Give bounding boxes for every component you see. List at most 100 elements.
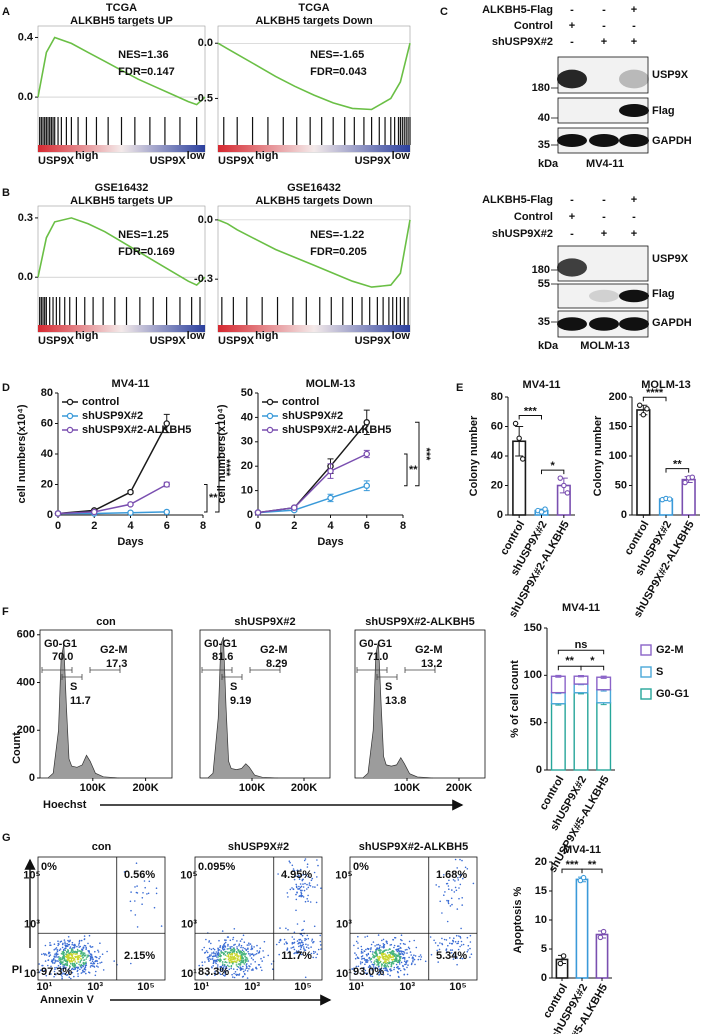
blot-band <box>557 317 587 331</box>
lane-sign: - <box>632 20 636 32</box>
flow-dot <box>49 954 52 956</box>
flow-dot <box>73 975 75 978</box>
error-bar <box>555 674 562 678</box>
flow-dot <box>386 969 389 971</box>
cell-line-label: MOLM-13 <box>580 340 630 352</box>
flow-dot <box>304 858 307 860</box>
flow-dot <box>45 954 48 956</box>
flow-dot <box>357 965 360 968</box>
sig-bracket <box>518 415 542 420</box>
quadrant-label: 2.15% <box>124 950 155 962</box>
flow-dot <box>388 948 391 950</box>
flow-dot <box>363 957 366 960</box>
flow-dot <box>212 951 215 953</box>
flow-dot <box>387 962 389 964</box>
flow-dot <box>222 966 225 968</box>
flow-dot <box>385 966 388 968</box>
legend-marker <box>66 412 74 420</box>
x-tick-label: 100K <box>239 782 265 794</box>
flow-dot <box>451 889 453 891</box>
flow-dot <box>236 968 238 971</box>
flow-dot <box>286 892 289 894</box>
flow-dot <box>38 971 41 973</box>
flow-dot <box>296 951 299 954</box>
legend-marker <box>266 426 274 434</box>
chart-subtitle: ALKBH5 targets UP <box>70 195 173 207</box>
histogram-outline <box>207 637 279 779</box>
flow-dot <box>443 874 445 876</box>
flow-dot <box>66 963 69 965</box>
point <box>363 482 370 489</box>
flow-dot <box>72 959 75 962</box>
histogram-fill <box>207 637 278 778</box>
flow-dot <box>366 954 368 957</box>
flow-dot <box>403 958 406 960</box>
flow-dot <box>50 973 52 975</box>
gate-marker <box>404 667 436 673</box>
flow-dot <box>355 940 358 943</box>
flow-dot <box>237 963 240 965</box>
flow-dot <box>450 897 453 900</box>
x-label: USP9X <box>38 155 75 167</box>
flow-dot <box>391 950 394 952</box>
gate-name: G2-M <box>100 644 128 656</box>
flow-dot <box>246 963 248 965</box>
flow-dot <box>392 958 395 961</box>
y-tick-label: 0 <box>621 509 627 521</box>
flow-dot <box>458 887 460 889</box>
flow-dot <box>106 950 108 953</box>
gate-value: 13.2 <box>421 658 442 670</box>
flow-dot <box>246 970 249 972</box>
flow-dot <box>263 940 266 943</box>
flow-dot <box>456 908 459 910</box>
flow-dot <box>155 887 158 889</box>
flow-dot <box>285 927 287 930</box>
flow-dot <box>71 957 73 959</box>
flow-dot <box>222 963 224 965</box>
flow-dot <box>452 940 455 943</box>
y-tick-label: 600 <box>17 629 35 641</box>
flow-dot <box>382 962 385 964</box>
series-line <box>58 511 167 515</box>
flow-dot <box>467 949 469 951</box>
point <box>163 420 170 427</box>
bar-segment <box>573 683 589 694</box>
flow-dot <box>68 941 70 943</box>
flow-dot <box>375 948 378 951</box>
flow-dot <box>383 958 386 960</box>
legend-marker <box>66 426 74 434</box>
flow-dot <box>370 961 373 963</box>
flow-dot <box>63 939 66 941</box>
flow-dot <box>70 977 72 980</box>
flow-dot <box>300 894 303 896</box>
flow-dot <box>359 963 362 965</box>
x-tick-label: 10³ <box>399 981 415 993</box>
quadrant-label: 0% <box>353 861 369 873</box>
replicate-point <box>640 411 647 418</box>
flow-dot <box>80 953 83 955</box>
flow-dot <box>83 938 86 940</box>
flow-dot <box>375 967 378 969</box>
flow-dot <box>68 960 71 962</box>
mw-marker: 55 <box>538 278 550 290</box>
flow-dot <box>441 943 444 946</box>
flow-dot <box>160 925 163 927</box>
flow-dot <box>59 958 62 961</box>
flow-dot <box>227 945 229 947</box>
flow-dot <box>76 966 78 969</box>
flow-dot <box>310 946 312 948</box>
y-tick-label: 100 <box>524 669 542 681</box>
flow-dot <box>60 952 63 955</box>
x-tick-label: 8 <box>400 520 406 532</box>
flow-dot <box>300 951 303 953</box>
flow-dot <box>68 961 71 963</box>
flow-dot <box>63 965 66 967</box>
chart-title: MOLM-13 <box>641 379 691 391</box>
flow-dot <box>351 968 354 970</box>
flow-dot <box>216 968 218 970</box>
flow-dot <box>307 947 310 949</box>
flow-dot <box>233 957 236 959</box>
y-tick-label: -0.5 <box>194 92 213 104</box>
sig-bracket <box>642 396 667 402</box>
flow-dot <box>452 879 455 881</box>
